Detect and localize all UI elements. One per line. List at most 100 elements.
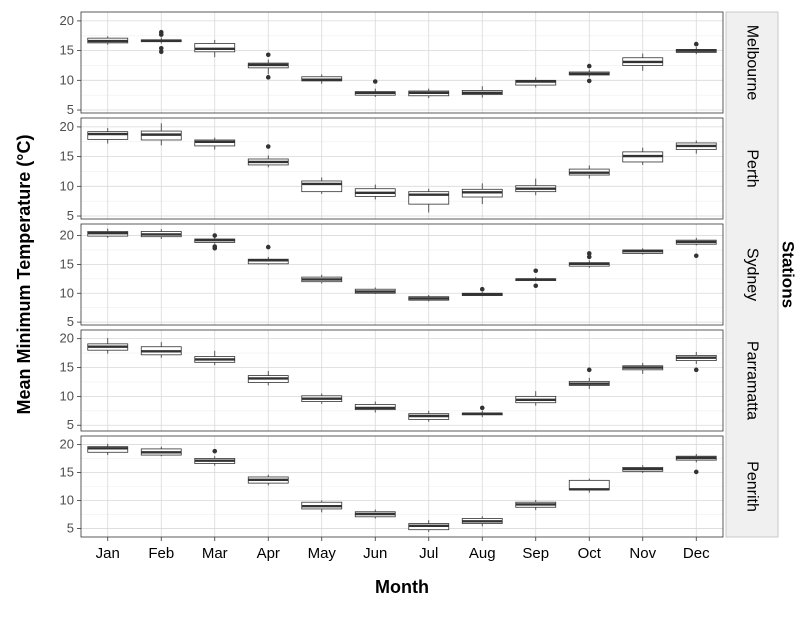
- panel-background: [81, 224, 723, 325]
- strip-label-penrith: Penrith: [744, 461, 761, 512]
- box-aug: [461, 286, 503, 297]
- box-oct: [568, 63, 610, 84]
- x-axis: Jan Feb Mar Apr May Jun Jul Aug Sep Oct Nov Dec: [96, 537, 710, 562]
- panel-sydney: 5 10 15 20: [60, 223, 724, 329]
- box-sep: [515, 77, 557, 88]
- box-may: [301, 500, 343, 513]
- outlier-point: [212, 244, 218, 249]
- box-oct: [568, 251, 610, 268]
- box-jun: [354, 184, 396, 200]
- box-aug: [461, 183, 503, 205]
- y-tick-label: 5: [67, 521, 74, 536]
- y-tick-label: 5: [67, 314, 74, 329]
- y-tick-label: 5: [67, 102, 74, 117]
- box-jul: [408, 520, 450, 532]
- y-tick-label: 5: [67, 208, 74, 223]
- strip-label-sydney: Sydney: [744, 248, 761, 301]
- box-oct: [568, 165, 610, 179]
- panel-melbourne: 5 10 15 20: [60, 11, 724, 117]
- box-sep: [515, 499, 557, 511]
- outlier-point: [533, 268, 539, 274]
- panel-border: [80, 117, 724, 220]
- box-nov: [622, 465, 664, 474]
- x-tick-label: Jun: [363, 545, 387, 562]
- box-sep: [515, 391, 557, 406]
- box-feb: [140, 446, 182, 457]
- y-tick-label: 10: [60, 493, 74, 508]
- box-mar: [194, 137, 236, 150]
- box-may: [301, 177, 343, 195]
- box-may: [301, 74, 343, 84]
- x-tick-label: Oct: [578, 545, 602, 562]
- outlier-point: [586, 367, 592, 373]
- x-tick-label: Dec: [683, 545, 710, 562]
- box-oct: [568, 478, 610, 493]
- box-iqr: [87, 131, 129, 140]
- box-sep: [515, 268, 557, 289]
- panel-border: [80, 329, 724, 432]
- box-jan: [87, 338, 129, 354]
- box-dec: [675, 351, 717, 373]
- box-mar: [194, 350, 236, 366]
- box-nov: [622, 53, 664, 71]
- outlier-point: [586, 254, 592, 260]
- legend-title: Stations: [779, 241, 798, 308]
- outlier-point: [693, 41, 699, 47]
- strip-label-perth: Perth: [744, 149, 761, 187]
- outlier-point: [212, 233, 218, 238]
- y-tick-label: 10: [60, 388, 74, 403]
- box-jun: [354, 79, 396, 97]
- y-tick-label: 20: [60, 119, 74, 134]
- box-aug: [461, 405, 503, 418]
- outlier-point: [693, 253, 699, 259]
- box-jun: [354, 287, 396, 294]
- facet-panels: 5 10 15 20 5 10 15 20 5 10 15 20 5 10 15 20 5 10 15 20: [60, 11, 724, 538]
- outlier-point: [265, 75, 271, 80]
- box-apr: [247, 370, 289, 386]
- panel-penrith: 5 10 15 20: [60, 435, 724, 538]
- box-nov: [622, 248, 664, 255]
- box-jul: [408, 88, 450, 99]
- x-tick-label: Mar: [202, 545, 228, 562]
- strip-background: [725, 11, 779, 538]
- outlier-point: [586, 63, 592, 69]
- outlier-point: [533, 283, 539, 289]
- box-may: [301, 274, 343, 284]
- box-mar: [194, 39, 236, 58]
- box-oct: [568, 367, 610, 389]
- outlier-point: [212, 448, 218, 454]
- box-iqr: [301, 180, 343, 193]
- station-strip: Melbourne Perth Sydney Parramatta Penrith: [725, 11, 779, 538]
- outlier-point: [693, 367, 699, 373]
- box-apr: [247, 474, 289, 486]
- outlier-point: [158, 45, 164, 51]
- outlier-point: [586, 78, 592, 84]
- outlier-point: [693, 469, 699, 475]
- outlier-point: [265, 244, 271, 250]
- outlier-point: [158, 49, 164, 55]
- outlier-point: [479, 405, 485, 411]
- box-jun: [354, 401, 396, 413]
- box-may: [301, 393, 343, 404]
- outlier-point: [372, 79, 378, 84]
- panel-border: [80, 223, 724, 326]
- strip-label-melbourne: Melbourne: [744, 25, 761, 101]
- outlier-point: [586, 251, 592, 256]
- y-axis-title: Mean Minimum Temperature (°C): [14, 135, 34, 415]
- box-nov: [622, 362, 664, 374]
- box-jan: [87, 128, 129, 144]
- y-tick-label: 10: [60, 285, 74, 300]
- box-apr: [247, 244, 289, 265]
- x-tick-label: Jul: [419, 545, 438, 562]
- box-jul: [408, 188, 450, 213]
- y-tick-label: 20: [60, 331, 74, 346]
- x-tick-label: Jan: [96, 545, 120, 562]
- y-tick-label: 15: [60, 43, 74, 58]
- y-tick-label: 15: [60, 360, 74, 375]
- outlier-point: [265, 52, 271, 58]
- y-tick-label: 15: [60, 256, 74, 271]
- y-tick-label: 15: [60, 149, 74, 164]
- panel-background: [81, 330, 723, 431]
